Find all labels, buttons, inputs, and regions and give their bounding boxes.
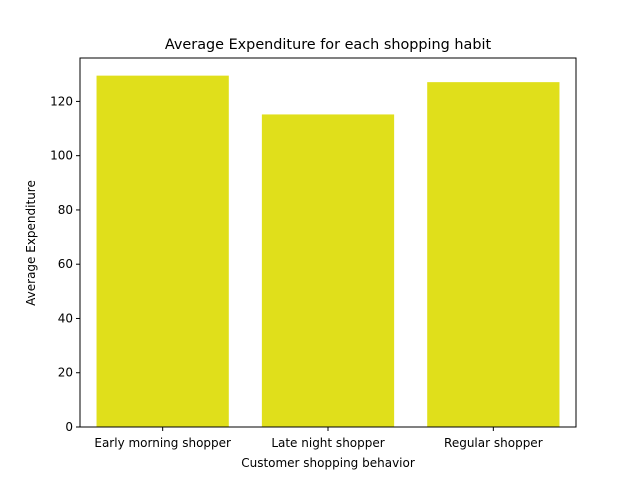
- x-tick-label: Late night shopper: [271, 436, 384, 450]
- bar-early-morning-shopper: [96, 75, 229, 427]
- y-axis-label: Average Expenditure: [24, 180, 38, 306]
- bar-regular-shopper: [427, 82, 560, 427]
- y-tick-label: 80: [58, 203, 73, 217]
- axes-frame: [79, 57, 577, 428]
- y-tick-label: 0: [65, 420, 73, 434]
- y-tick-label: 40: [58, 311, 73, 325]
- bar-late-night-shopper: [261, 114, 395, 427]
- y-tick-label: 100: [50, 149, 73, 163]
- x-tick-label: Regular shopper: [444, 436, 543, 450]
- chart-title: Average Expenditure for each shopping ha…: [165, 37, 492, 53]
- x-axis-label: Customer shopping behavior: [241, 456, 415, 470]
- plot-area: Early morning shopper Late night shopper R…: [50, 57, 577, 450]
- y-tick-label: 20: [58, 366, 73, 380]
- y-tick-label: 120: [50, 94, 73, 108]
- y-tick-label: 60: [58, 257, 73, 271]
- x-tick-label: Early morning shopper: [94, 436, 231, 450]
